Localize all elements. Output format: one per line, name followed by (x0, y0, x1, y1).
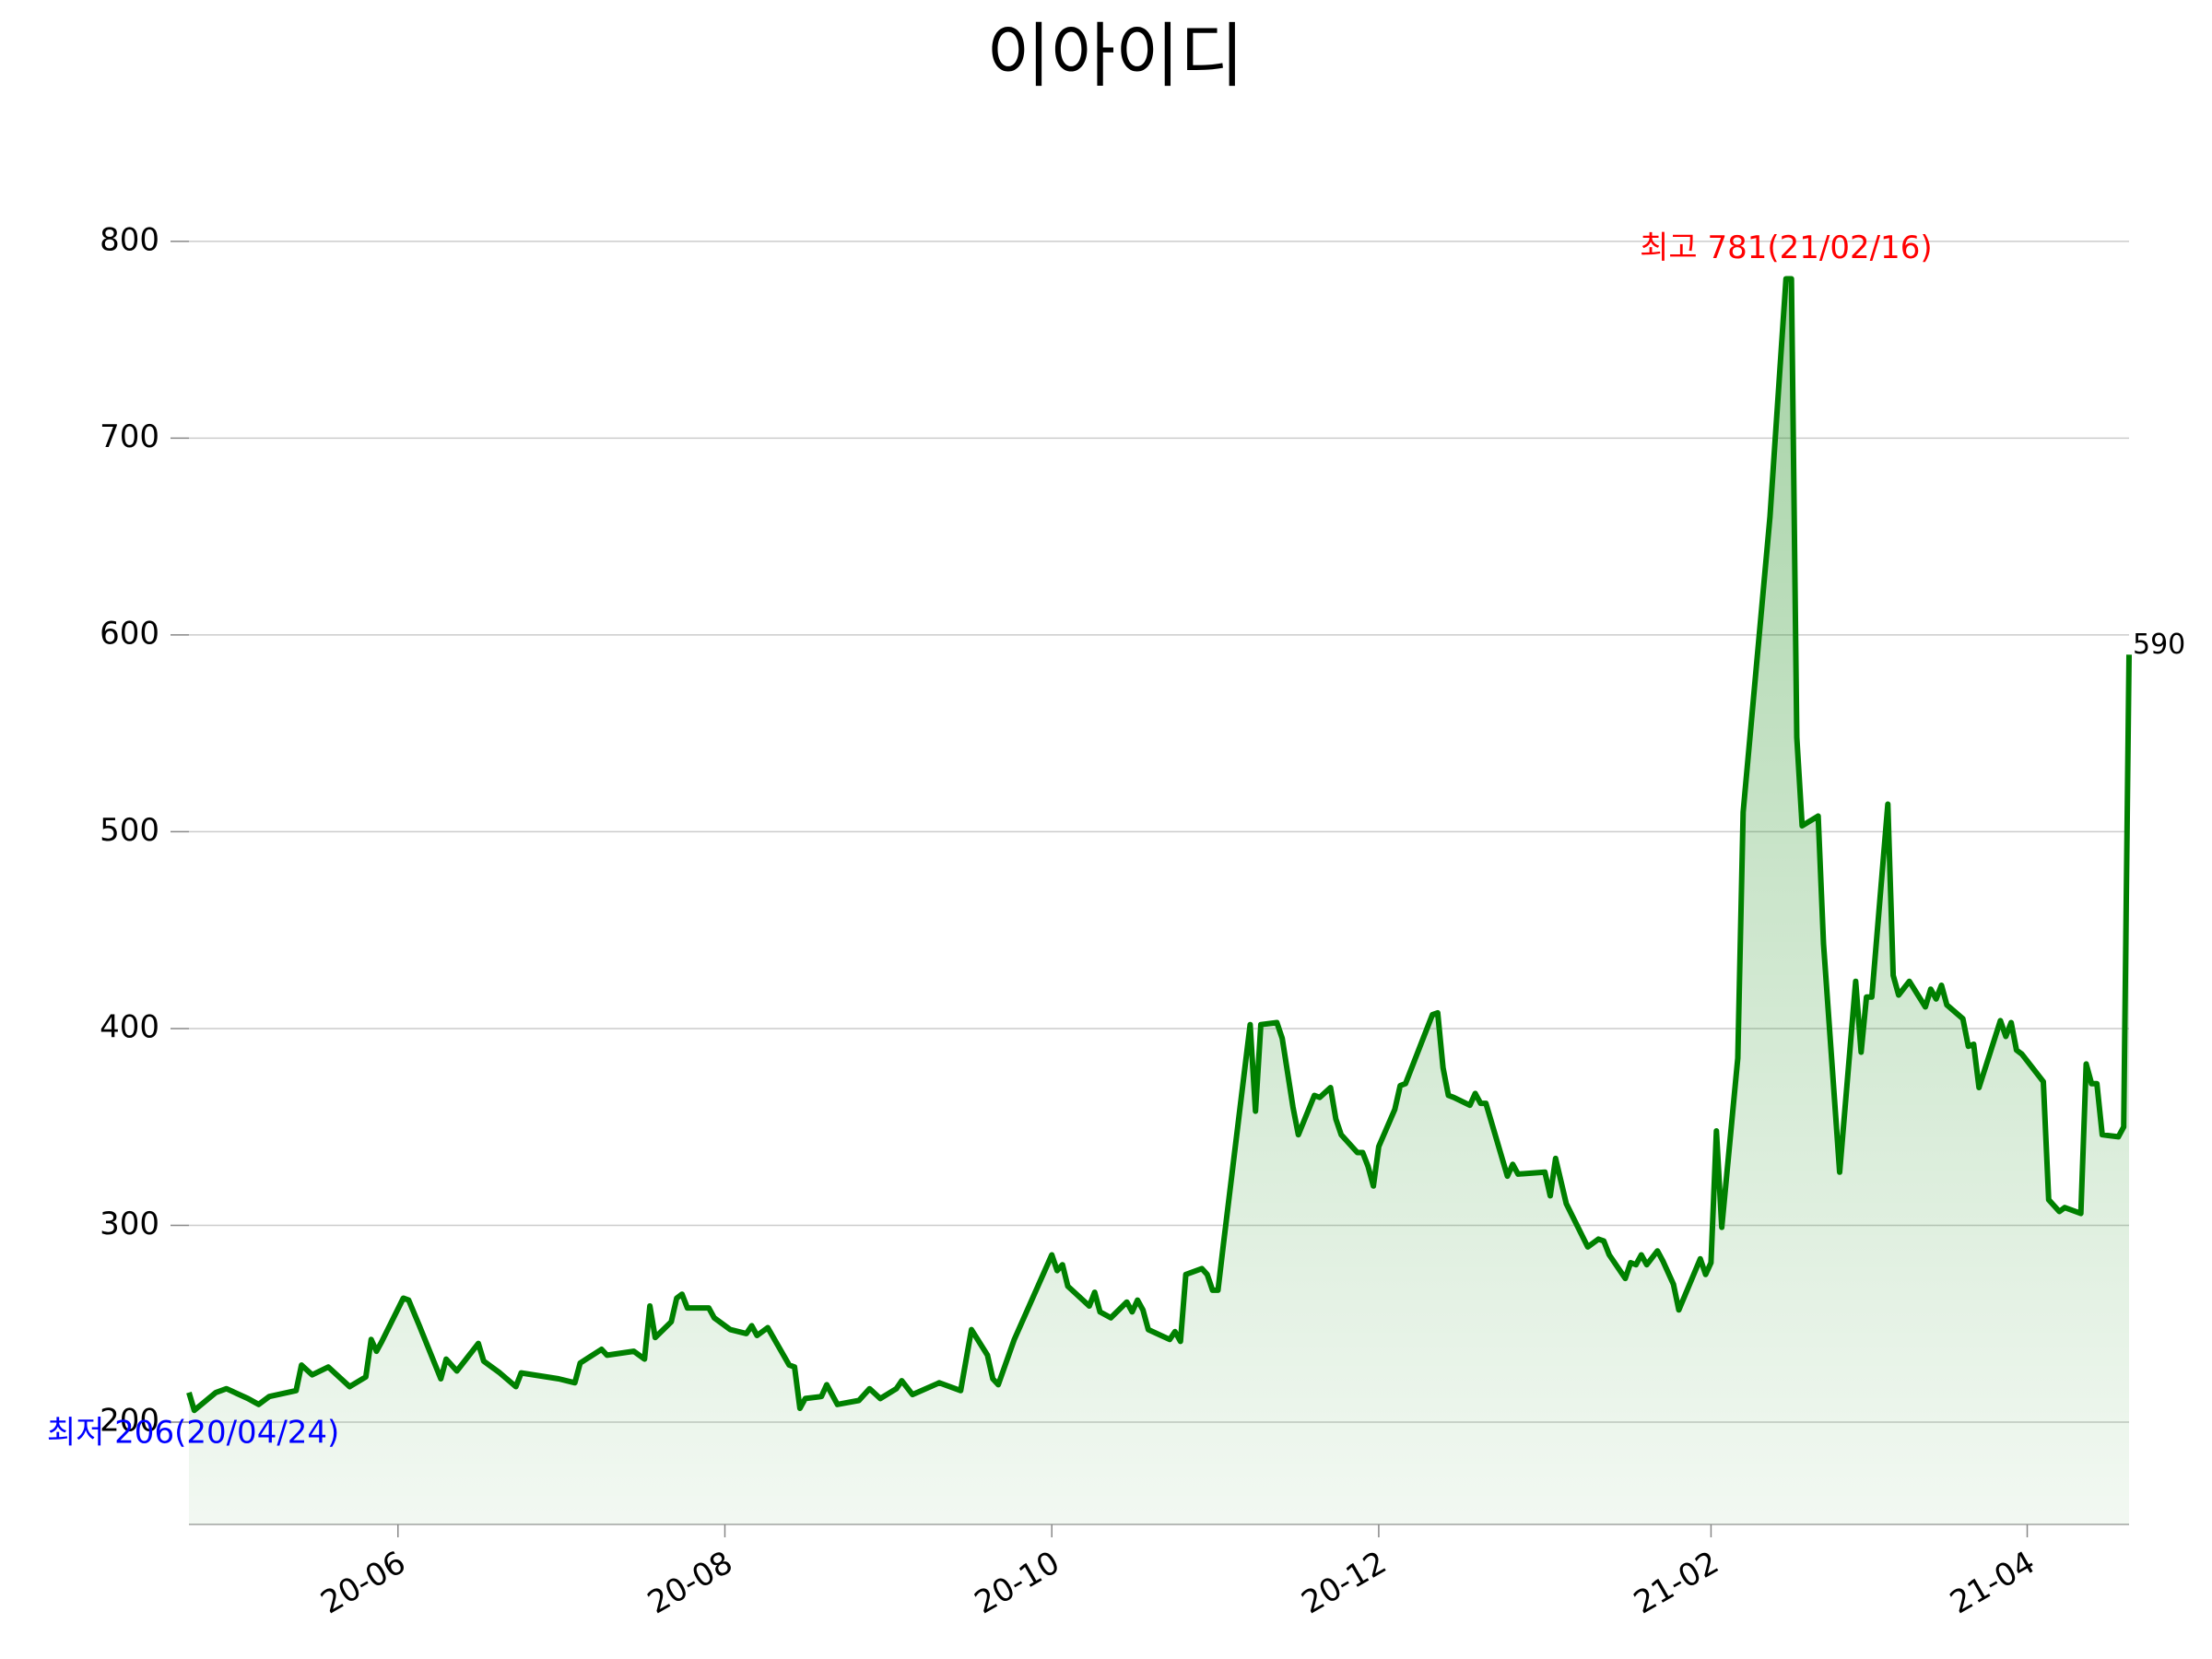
min-annotation: 최저 206(20/04/24) (47, 1415, 340, 1452)
y-tick-label: 400 (100, 1008, 159, 1045)
y-tick-label: 200 (100, 1402, 159, 1439)
line (186, 276, 2132, 1414)
x-tick-label: 20-08 (641, 1544, 739, 1621)
y-tick-label: 300 (100, 1206, 159, 1242)
area (189, 278, 2129, 1524)
x-tick-label: 21-04 (1944, 1544, 2041, 1621)
y-tick-label: 800 (100, 221, 159, 258)
y-tick-label: 600 (100, 615, 159, 652)
x-tick-label: 20-06 (314, 1544, 412, 1621)
x-tick-label: 20-10 (969, 1544, 1066, 1621)
chart-title: 이아이디 (986, 15, 1244, 97)
x-tick-label: 20-12 (1296, 1544, 1394, 1621)
x-tick-label: 21-02 (1628, 1544, 1725, 1621)
y-tick-label: 700 (100, 418, 159, 455)
max-annotation: 최고 781(21/02/16) (1640, 229, 1933, 266)
y-tick-label: 500 (100, 812, 159, 849)
last-value-label: 590 (2133, 629, 2185, 661)
